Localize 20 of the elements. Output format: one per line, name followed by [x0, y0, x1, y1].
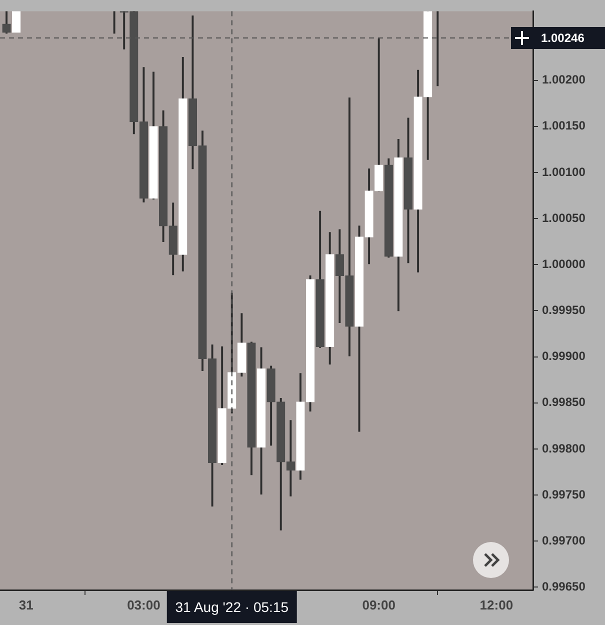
y-tick-label: 0.99650 — [542, 580, 586, 594]
y-tick-label: 1.00150 — [542, 118, 586, 133]
y-tick-label: 0.99700 — [542, 533, 586, 548]
y-tick-label: 0.99800 — [542, 441, 586, 456]
candlestick — [12, 11, 21, 33]
y-tick-label: 0.99850 — [542, 395, 586, 410]
y-tick-label: 0.99950 — [542, 303, 586, 318]
y-tick-label: 1.00050 — [542, 210, 586, 225]
y-tick-label: 0.99750 — [542, 487, 586, 502]
y-tick-label: 1.00100 — [542, 164, 586, 179]
x-tick-label: 31 — [18, 597, 34, 612]
x-tick-label: 03:00 — [127, 597, 160, 612]
y-tick-label: 1.00000 — [542, 256, 586, 271]
x-tick-label: 09:00 — [362, 597, 396, 612]
x-tick-label: 12:00 — [480, 597, 514, 612]
y-tick-label: 0.99900 — [542, 349, 586, 364]
ref-line-label: 1.00246 — [541, 30, 584, 45]
price-tag: 1.00246 — [511, 26, 605, 49]
ref-line-label: 31 Aug '22 · 05:15 — [175, 598, 289, 615]
y-tick-label: 1.00200 — [542, 72, 586, 87]
